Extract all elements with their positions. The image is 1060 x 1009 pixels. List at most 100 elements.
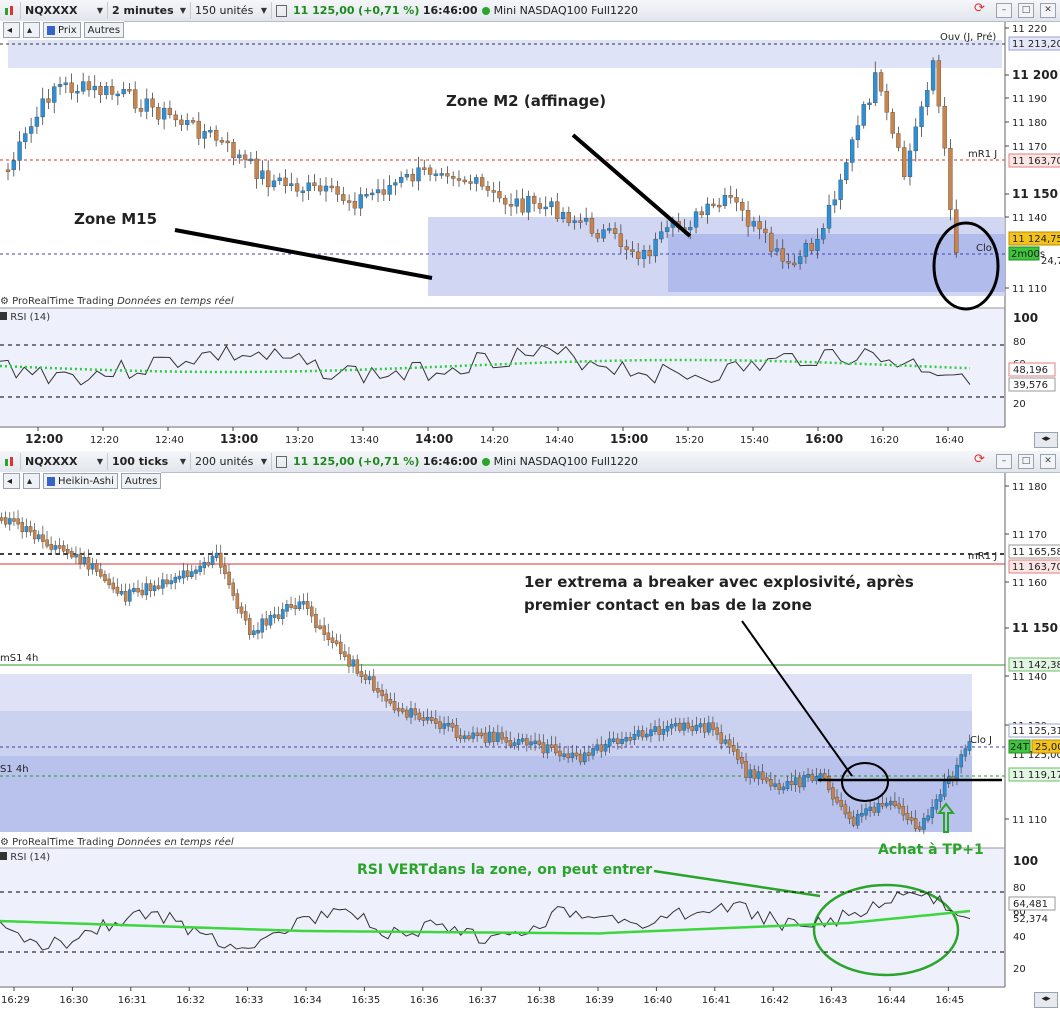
candle (305, 601, 310, 609)
price-type-button[interactable]: Prix (43, 22, 81, 38)
tag-clo-label: Clo J (970, 735, 992, 746)
candle (90, 563, 95, 570)
close-button[interactable]: ✕ (1040, 3, 1056, 18)
candle (86, 557, 91, 570)
zone-m2 (668, 234, 1005, 292)
tag-timer-box (1008, 246, 1040, 261)
candle (919, 106, 924, 127)
price-type-button[interactable]: Heikin-Ashi (43, 473, 118, 489)
refresh-icon[interactable]: ⟳ (974, 452, 985, 467)
candle (756, 771, 761, 779)
calculator-icon (276, 455, 287, 468)
candle (66, 549, 70, 554)
rsi-axis-label: 80 (1013, 337, 1026, 348)
candle (346, 200, 352, 203)
candle (442, 723, 446, 729)
instrument-name: Mini NASDAQ100 Full1220 (493, 4, 638, 17)
candle (363, 674, 368, 680)
price-change: (+0,71 %) (358, 455, 420, 468)
candle (607, 228, 612, 231)
candle (789, 781, 794, 786)
time-axis-label: 16:34 (293, 995, 322, 1006)
candle (393, 182, 398, 186)
timeframe-selector[interactable]: 2 minutes ▼ (108, 2, 191, 19)
candle (358, 194, 363, 209)
time-axis-label: 16:33 (235, 995, 264, 1006)
price-type-label: Heikin-Ashi (58, 475, 114, 487)
candle (104, 86, 109, 95)
candle (603, 744, 608, 752)
annotation-circle (932, 221, 1000, 311)
candle (485, 186, 491, 191)
minimize-button[interactable]: – (996, 3, 1012, 18)
candle (17, 141, 22, 161)
timeframe-selector[interactable]: 100 ticks ▼ (108, 453, 191, 470)
tag-ticks-value: 24T (1010, 742, 1030, 753)
candle (537, 203, 543, 209)
minimize-button[interactable]: – (996, 454, 1012, 469)
scroll-up-button[interactable]: ▴ (23, 473, 40, 489)
rsi-axis-label: 100 (1013, 311, 1038, 325)
time-axis-label: 12:40 (155, 435, 184, 446)
rsi-signal-line (0, 358, 971, 374)
others-button[interactable]: Autres (83, 22, 125, 38)
units-selector[interactable]: 200 unités ▼ (191, 453, 272, 470)
price-chart-top[interactable]: 11 220 11 200 11 190 11 180 11 170 11 150 11 1… (0, 0, 1060, 449)
symbol-selector[interactable]: NQXXXX ▼ (21, 453, 108, 470)
candle (99, 569, 103, 577)
candle (832, 199, 837, 206)
candle (330, 637, 335, 643)
chart-type-icon[interactable] (0, 453, 21, 470)
candle (458, 735, 463, 739)
candle (533, 740, 537, 745)
time-axis-label: 16:38 (527, 995, 556, 1006)
candle (462, 179, 467, 183)
chart-panel-bottom: NQXXXX ▼ 100 ticks ▼ 200 unités ▼ 11 125… (0, 451, 1060, 1009)
candle (649, 729, 653, 737)
candle (855, 125, 861, 140)
close-button[interactable]: ✕ (1040, 454, 1056, 469)
candle-icon (47, 25, 55, 35)
candle (938, 794, 943, 802)
candle (864, 808, 868, 816)
tag-timer-value: 2m00s (1011, 249, 1045, 260)
price-axis-label: 11 140 (1012, 213, 1047, 224)
maximize-button[interactable]: □ (1018, 3, 1034, 18)
candle (785, 781, 790, 790)
data-source: ⚙ ProRealTime Trading Données en temps r… (0, 837, 234, 848)
candle (601, 229, 606, 239)
time-axis-label: 16:36 (410, 995, 439, 1006)
candle (566, 753, 571, 759)
candle (341, 194, 346, 201)
chart-type-icon[interactable] (0, 2, 21, 19)
scroll-up-button[interactable]: ▴ (23, 22, 40, 38)
candle (387, 184, 392, 195)
units-selector[interactable]: 150 unités ▼ (191, 2, 272, 19)
scroll-back-button[interactable]: ◂ (3, 473, 20, 489)
candle (922, 818, 926, 830)
candle (256, 630, 260, 634)
candle (717, 204, 722, 208)
candle (272, 614, 277, 618)
scroll-right-button[interactable]: ◂▸ (1034, 992, 1058, 1008)
candle (793, 777, 798, 786)
candle (156, 107, 161, 120)
tag-ouv-value: 11 213,20 (1012, 39, 1060, 50)
candle (612, 228, 618, 234)
scroll-right-button[interactable]: ◂▸ (1034, 432, 1058, 448)
candle (16, 518, 20, 525)
candle (352, 201, 358, 209)
symbol-selector[interactable]: NQXXXX ▼ (21, 2, 108, 19)
others-button[interactable]: Autres (120, 473, 162, 489)
candle (792, 262, 797, 266)
maximize-button[interactable]: □ (1018, 454, 1034, 469)
candle (294, 183, 300, 192)
candle (731, 745, 736, 752)
source-note: Données en temps réel (117, 296, 234, 307)
time-axis-label: 12:00 (25, 432, 63, 446)
refresh-icon[interactable]: ⟳ (974, 1, 985, 16)
candle (849, 139, 855, 163)
scroll-back-button[interactable]: ◂ (3, 22, 20, 38)
candle (549, 744, 554, 748)
